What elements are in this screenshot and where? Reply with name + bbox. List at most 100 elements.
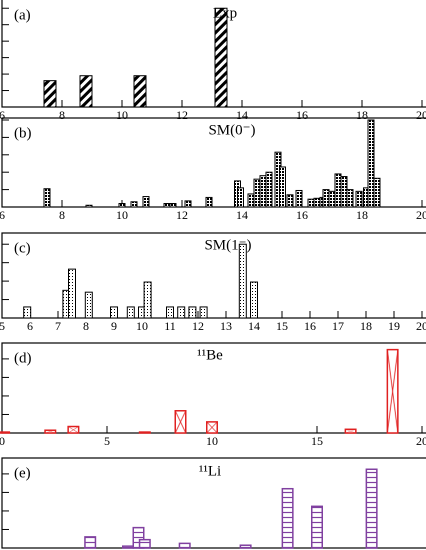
x-tick-label: 5 [0,319,5,333]
x-tick-label: 15 [311,434,323,448]
x-tick-label: 18 [360,319,372,333]
bar [367,119,375,208]
x-tick-label: 14 [236,208,248,222]
x-tick-label: 15 [276,319,288,333]
panel-frame [1,117,426,208]
bar [169,203,177,208]
x-tick-label: 19 [388,319,400,333]
x-tick-label: 17 [332,319,344,333]
bar [328,190,336,208]
bar [322,189,330,208]
panel-label: (a) [14,7,31,23]
bar [184,200,192,208]
bar [373,177,381,208]
bar [344,428,357,434]
bar [281,487,294,549]
bar [142,196,150,208]
bar [166,306,174,319]
bar [110,306,118,319]
x-tick-label: 20 [416,208,426,222]
x-tick-label: 8 [59,208,65,222]
x-tick-label: 13 [220,319,232,333]
x-tick-label: 6 [27,319,33,333]
bar [205,196,213,208]
bar [126,306,135,319]
x-tick-label: 8 [59,108,65,122]
bar [174,410,187,434]
x-tick-label: 14 [248,319,260,333]
bar [84,291,93,319]
bar [67,425,80,434]
bar [138,538,151,549]
panel-title: Exp [213,5,237,21]
x-tick-label: 10 [136,319,148,333]
bar [265,171,273,208]
panel-label: (e) [14,465,31,481]
bar [214,7,228,108]
x-tick-label: 10 [206,434,218,448]
bar [206,421,218,434]
bar [239,544,252,549]
bar [143,281,152,319]
bar [279,166,286,208]
x-tick-label: 20 [416,434,426,448]
bar [163,203,171,208]
bar [43,188,51,208]
bar [237,187,244,208]
bar [247,193,255,208]
bar [307,198,315,208]
bar [84,536,97,549]
bar [188,306,197,319]
x-tick-label: 11 [164,319,176,333]
panel-title: SM(1⁻) [204,237,251,253]
bar [138,431,151,434]
x-tick-label: 20 [416,108,426,122]
x-tick-label: 12 [192,319,204,333]
bar [43,80,57,108]
bar [355,190,363,208]
bar [122,545,134,549]
bar [334,173,342,208]
panel-label: (d) [14,350,32,366]
panel-title: ¹¹Be [197,347,223,363]
x-tick-label: 18 [356,208,368,222]
bar [238,243,247,319]
bar [286,194,294,208]
x-tick-label: 0 [0,434,5,448]
bar [295,189,303,208]
bar [85,204,93,208]
bar [178,542,191,549]
x-tick-label: 12 [176,108,188,122]
bar [133,75,147,108]
panel-frame [1,457,426,549]
bar [44,429,57,434]
x-tick-label: 16 [304,319,316,333]
bar [259,175,267,208]
x-tick-label: 9 [111,319,117,333]
bar [199,306,208,319]
x-tick-label: 18 [356,108,368,122]
panel-frame [1,232,426,319]
x-tick-label: 16 [296,108,308,122]
panel-title: SM(0⁻) [208,122,255,138]
x-tick-label: 6 [0,208,5,222]
x-tick-label: 14 [236,108,248,122]
bar [250,281,258,319]
bar [311,505,323,549]
bar [118,203,126,208]
panel-label: (b) [14,125,32,141]
bar [68,268,76,319]
bar [0,431,11,434]
x-tick-label: 8 [83,319,89,333]
panel-title: ¹¹Li [199,463,221,479]
x-tick-label: 16 [296,208,308,222]
x-tick-label: 7 [55,319,61,333]
x-tick-label: 5 [104,434,110,448]
bar [313,197,321,208]
panel-label: (c) [14,240,31,256]
bar [346,189,354,208]
bar [132,526,145,549]
x-tick-label: 10 [116,208,128,222]
bar [177,306,186,319]
